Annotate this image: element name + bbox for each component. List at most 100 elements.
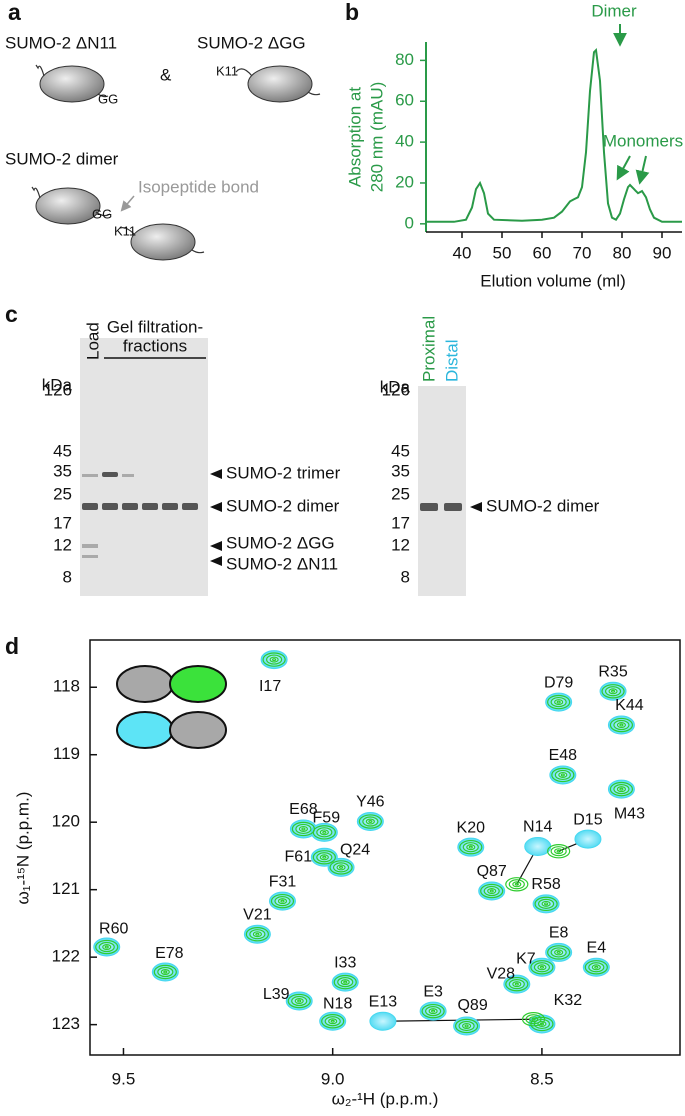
peak-label: F59 bbox=[313, 810, 341, 827]
lane-label: Proximal bbox=[419, 316, 438, 382]
peak bbox=[291, 821, 316, 837]
contour bbox=[336, 864, 346, 871]
contour bbox=[613, 719, 630, 731]
contour bbox=[330, 1019, 335, 1023]
panel-label: b bbox=[345, 0, 359, 25]
contour bbox=[601, 684, 625, 699]
peak bbox=[453, 1016, 481, 1036]
peak bbox=[95, 939, 119, 955]
marker-label: 8 bbox=[63, 567, 72, 586]
peak-label: R35 bbox=[598, 664, 627, 681]
contour bbox=[274, 896, 291, 907]
contour bbox=[547, 844, 571, 859]
peak bbox=[333, 974, 357, 990]
construct-label: SUMO-2 dimer bbox=[5, 149, 119, 168]
peak-label: E78 bbox=[155, 945, 184, 962]
peak bbox=[582, 957, 610, 977]
marker-label: 25 bbox=[53, 484, 72, 503]
contour bbox=[102, 944, 112, 951]
contour bbox=[291, 995, 308, 1007]
ampersand: & bbox=[160, 65, 172, 84]
peak bbox=[262, 652, 286, 667]
peak bbox=[609, 781, 634, 797]
contour bbox=[550, 696, 567, 708]
peak bbox=[584, 960, 608, 975]
y-axis-label: ω₁-¹⁵N (p.p.m.) bbox=[13, 792, 32, 905]
contour bbox=[464, 1024, 469, 1028]
contour bbox=[459, 839, 483, 855]
contour bbox=[431, 1009, 436, 1013]
contour bbox=[269, 656, 279, 663]
contour bbox=[556, 950, 561, 954]
contour bbox=[428, 1008, 438, 1015]
peak bbox=[321, 1014, 345, 1029]
contour bbox=[591, 964, 601, 971]
contour bbox=[337, 977, 354, 988]
contour bbox=[316, 852, 333, 863]
contour bbox=[505, 976, 529, 992]
peak-label: K20 bbox=[457, 819, 486, 836]
band-label: SUMO-2 dimer bbox=[226, 496, 340, 515]
band-label: SUMO-2 dimer bbox=[486, 496, 600, 515]
contour bbox=[608, 688, 618, 695]
contour bbox=[483, 885, 500, 897]
lane-label: Load bbox=[83, 322, 102, 360]
peak bbox=[287, 993, 311, 1009]
contour bbox=[245, 927, 269, 942]
marker-label: 126 bbox=[382, 380, 410, 399]
peak-label: F31 bbox=[269, 873, 297, 890]
peak bbox=[601, 684, 625, 699]
contour bbox=[537, 964, 547, 971]
lane-label: Gel filtration- bbox=[107, 317, 203, 336]
peak-label: F61 bbox=[285, 849, 313, 866]
contour bbox=[541, 900, 551, 907]
peak-label: V21 bbox=[243, 906, 272, 923]
contour bbox=[252, 931, 262, 938]
peak-label: E48 bbox=[549, 747, 578, 764]
contour bbox=[425, 1006, 442, 1017]
peak bbox=[532, 894, 560, 914]
x-axis-label: ω₂-¹H (p.p.m.) bbox=[332, 1089, 439, 1108]
contour bbox=[543, 902, 549, 906]
contour bbox=[489, 889, 494, 893]
contour bbox=[160, 968, 170, 975]
peak-label: E8 bbox=[549, 925, 569, 942]
plot-frame bbox=[89, 639, 681, 1056]
y-tick-label: 123 bbox=[52, 1014, 80, 1033]
contour bbox=[255, 932, 260, 936]
y-tick-label: 122 bbox=[52, 947, 80, 966]
contour bbox=[277, 898, 288, 905]
contour bbox=[512, 981, 522, 988]
peak bbox=[153, 964, 177, 980]
contour bbox=[153, 964, 177, 980]
contour bbox=[610, 689, 616, 693]
contour bbox=[534, 896, 558, 912]
peak bbox=[268, 891, 296, 911]
contour bbox=[466, 844, 476, 851]
peak-label: R58 bbox=[531, 876, 560, 893]
peak bbox=[457, 837, 485, 857]
y-axis-label: 280 nm (mAU) bbox=[367, 82, 386, 193]
peak-label: I17 bbox=[259, 678, 281, 695]
peak bbox=[245, 927, 269, 942]
contour bbox=[554, 769, 571, 781]
contour bbox=[609, 717, 634, 733]
peak bbox=[530, 1016, 554, 1032]
peak bbox=[327, 857, 355, 877]
contour bbox=[338, 865, 344, 869]
contour bbox=[319, 854, 329, 861]
contour bbox=[343, 980, 348, 984]
peak bbox=[310, 822, 338, 842]
y-tick-label: 60 bbox=[395, 91, 414, 110]
annotation-arrow bbox=[120, 195, 135, 212]
peak bbox=[480, 883, 504, 899]
contour bbox=[530, 1016, 554, 1032]
contour bbox=[539, 1022, 545, 1026]
contour bbox=[616, 722, 627, 729]
peak bbox=[419, 1001, 447, 1021]
residue-label: GG bbox=[98, 91, 118, 106]
gel bbox=[80, 338, 208, 596]
contour bbox=[312, 825, 336, 840]
peak-label: E68 bbox=[289, 801, 318, 818]
